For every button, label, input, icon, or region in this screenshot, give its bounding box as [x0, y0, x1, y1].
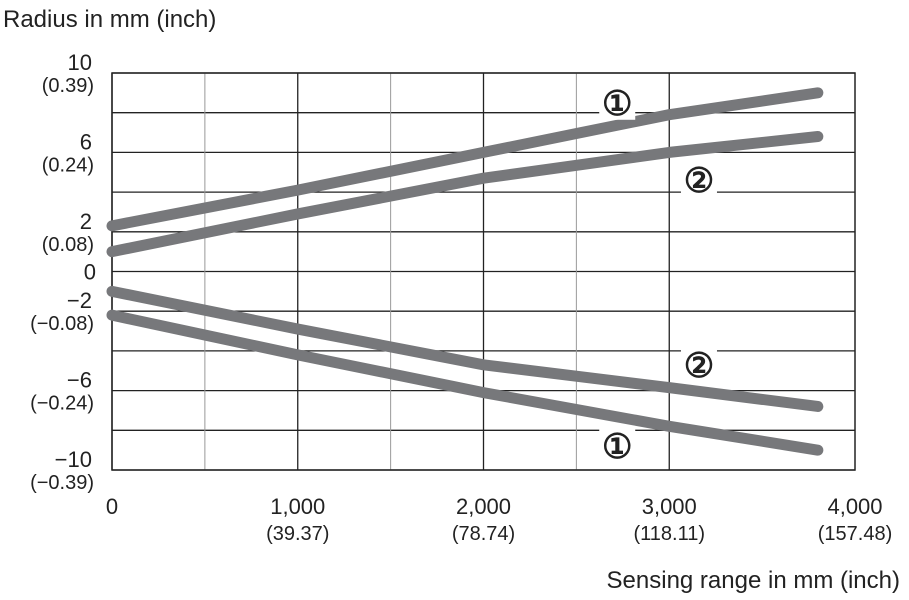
y-tick-sublabel: (−0.08) [30, 313, 94, 335]
annotation-background [599, 429, 636, 464]
grid [111, 72, 856, 471]
x-axis-label: Sensing range in mm (inch) [607, 567, 900, 594]
x-tick-sublabel: (118.11) [633, 523, 705, 545]
y-tick-label: −2 [67, 288, 92, 313]
x-tick-label: 3,000 [642, 494, 697, 519]
y-axis-label: Radius in mm (inch) [3, 6, 216, 33]
x-tick-label: 0 [106, 494, 118, 519]
x-tick-sublabel: (78.74) [452, 523, 515, 545]
x-tick-label: 4,000 [827, 494, 882, 519]
annotation-label: ① [602, 428, 632, 466]
x-ticks: 0 1,000 (39.37) 2,000 (78.74) 3,000 (118.11) 4,… [106, 494, 892, 545]
x-tick-sublabel: (39.37) [266, 523, 329, 545]
x-tick-label: 1,000 [270, 494, 325, 519]
x-tick-sublabel: (157.48) [818, 523, 893, 545]
series-line [106, 131, 824, 258]
annotation-background [680, 163, 717, 198]
series-lines [106, 87, 824, 456]
annotations: ① ② ② ① [599, 85, 717, 466]
y-ticks: 10(0.39) 6(0.24) 2(0.08) 0 −2(−0.08) −6(−0.24… [30, 50, 96, 494]
annotation-label: ② [684, 347, 714, 385]
series-line [106, 87, 824, 232]
y-tick-sublabel: (0.24) [42, 154, 94, 176]
series-line [106, 285, 824, 412]
series-line [106, 309, 824, 456]
y-tick-label: 2 [80, 209, 92, 234]
y-tick-sublabel: (0.39) [42, 75, 94, 97]
plot-frame [111, 72, 856, 471]
annotation-label: ① [602, 85, 632, 123]
annotation-background [599, 85, 636, 120]
y-tick-label: 0 [84, 260, 96, 285]
y-tick-label: −6 [67, 368, 92, 393]
y-tick-label: 6 [80, 129, 92, 154]
x-tick-label: 2,000 [456, 494, 511, 519]
y-tick-sublabel: (−0.39) [30, 472, 94, 494]
annotation-background [680, 347, 717, 382]
y-tick-label: 10 [68, 50, 92, 75]
y-tick-label: −10 [55, 447, 92, 472]
y-tick-sublabel: (−0.24) [30, 393, 94, 415]
y-tick-sublabel: (0.08) [42, 234, 94, 256]
annotation-label: ② [684, 162, 714, 200]
